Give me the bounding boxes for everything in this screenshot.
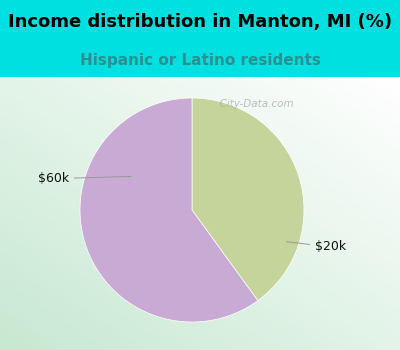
Text: Income distribution in Manton, MI (%): Income distribution in Manton, MI (%) <box>8 13 392 30</box>
Text: $60k: $60k <box>38 172 131 185</box>
Text: Hispanic or Latino residents: Hispanic or Latino residents <box>80 52 320 68</box>
Wedge shape <box>80 98 258 322</box>
Wedge shape <box>192 98 304 301</box>
Text: $20k: $20k <box>286 240 346 253</box>
Text: City-Data.com: City-Data.com <box>213 99 294 108</box>
